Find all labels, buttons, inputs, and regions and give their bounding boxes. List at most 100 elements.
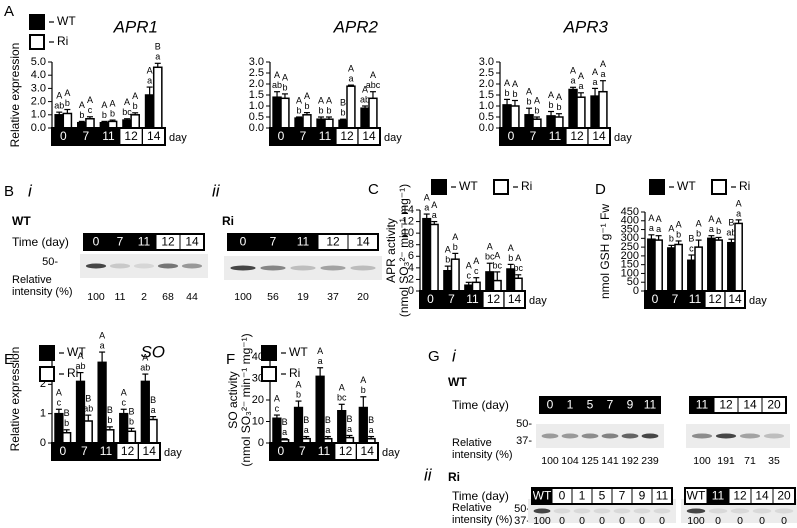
blot-band xyxy=(739,433,761,439)
intensity-value: 11 xyxy=(115,291,126,303)
legend-label: WT xyxy=(677,179,696,193)
x-tick-label: 0 xyxy=(277,444,284,458)
lane-label: 5 xyxy=(599,489,606,503)
lane-label: 14 xyxy=(185,235,199,249)
blot-band xyxy=(686,508,706,514)
x-tick-label: 14 xyxy=(361,444,375,458)
significance-letter: b xyxy=(361,385,366,395)
x-tick-label: 14 xyxy=(592,129,606,143)
bar xyxy=(122,119,132,129)
blot-genotype: WT xyxy=(12,214,31,228)
significance-letter: A xyxy=(348,63,354,73)
significance-letter: b xyxy=(110,108,115,118)
significance-letter: a xyxy=(424,202,429,212)
x-tick-label: 0 xyxy=(508,129,515,143)
y-tick-label: 1.0 xyxy=(479,100,494,112)
bar xyxy=(126,430,137,444)
bar xyxy=(140,380,150,444)
bar xyxy=(272,417,282,444)
blot-band xyxy=(533,508,551,514)
lane-frame xyxy=(539,396,661,414)
bar xyxy=(316,118,326,129)
significance-letter: A xyxy=(56,91,62,101)
y-tick-label: 0 xyxy=(40,437,46,449)
bar xyxy=(152,66,163,129)
y-axis-label: APR activity xyxy=(384,218,398,283)
significance-letter: b xyxy=(445,254,450,264)
y-tick-label: 0 xyxy=(258,437,264,449)
significance-letter: A xyxy=(716,216,722,226)
significance-letter: bc xyxy=(493,260,503,270)
significance-letter: A xyxy=(668,224,674,234)
x-tick-label: 12 xyxy=(340,129,354,143)
significance-letter: B xyxy=(64,408,70,418)
significance-letter: b xyxy=(65,98,70,108)
significance-letter: ab xyxy=(726,228,736,238)
legend-swatch xyxy=(261,345,277,361)
significance-letter: b xyxy=(676,229,681,239)
x-tick-label: 14 xyxy=(508,292,522,306)
significance-letter: A xyxy=(515,253,521,263)
bar xyxy=(492,279,502,292)
lane-label: 14 xyxy=(755,489,769,503)
bar xyxy=(647,238,656,292)
blot-band xyxy=(774,508,794,514)
x-tick-label: 12 xyxy=(339,444,353,458)
legend-label: Ri xyxy=(67,366,78,380)
y-tick-label: 0 xyxy=(633,285,639,297)
lane-label: 20 xyxy=(777,489,791,503)
significance-letter: b xyxy=(341,108,346,118)
lane-label: 1 xyxy=(567,398,574,412)
significance-letter: b xyxy=(79,110,84,120)
blot-genotype: WT xyxy=(448,375,467,389)
y-tick-label: 150 xyxy=(621,259,639,271)
x-tick-label: 7 xyxy=(300,129,307,143)
chart-title: APR1 xyxy=(113,17,158,36)
significance-letter: B xyxy=(340,98,346,108)
blot-band xyxy=(157,263,179,269)
y-tick-label: 1.5 xyxy=(249,89,264,101)
significance-letter: A xyxy=(370,70,376,80)
blot-band xyxy=(621,433,639,439)
size-marker: 37- xyxy=(516,435,532,447)
intensity-label: intensity (%) xyxy=(12,286,73,298)
blot-band xyxy=(641,433,659,439)
significance-letter: B xyxy=(368,415,374,425)
significance-letter: c xyxy=(474,266,479,276)
significance-letter: B xyxy=(128,407,134,417)
x-tick-label: 7 xyxy=(672,292,679,306)
y-tick-label: 1.5 xyxy=(479,89,494,101)
significance-letter: A xyxy=(64,88,70,98)
significance-letter: A xyxy=(578,71,584,81)
intensity-value: 2 xyxy=(141,291,147,303)
lane-frame xyxy=(83,233,205,251)
bar xyxy=(568,88,578,129)
bar xyxy=(54,412,64,444)
x-tick-label: 12 xyxy=(708,292,722,306)
panel-label: F xyxy=(226,351,235,368)
significance-letter: bc xyxy=(337,393,347,403)
x-tick-label: 12 xyxy=(121,444,135,458)
panel-label: D xyxy=(595,181,606,198)
significance-letter: A xyxy=(78,351,84,361)
significance-letter: a xyxy=(432,210,437,220)
bar xyxy=(368,97,378,129)
significance-letter: A xyxy=(318,95,324,105)
significance-letter: A xyxy=(296,95,302,105)
blot-band xyxy=(653,508,671,514)
legend-label: WT xyxy=(289,345,308,359)
x-axis-label: day xyxy=(382,447,400,459)
legend-label: Ri xyxy=(521,179,532,193)
significance-letter: A xyxy=(696,218,702,228)
x-tick-label: 7 xyxy=(530,129,537,143)
intensity-value: 0 xyxy=(737,515,743,527)
significance-letter: a xyxy=(369,425,374,435)
intensity-label: Relative xyxy=(452,502,492,514)
legend-swatch xyxy=(431,179,447,195)
intensity-value: 0 xyxy=(579,515,585,527)
significance-letter: A xyxy=(736,198,742,208)
bar xyxy=(654,239,663,292)
legend-swatch xyxy=(29,14,45,30)
significance-letter: A xyxy=(79,100,85,110)
significance-letter: ab xyxy=(54,101,64,111)
